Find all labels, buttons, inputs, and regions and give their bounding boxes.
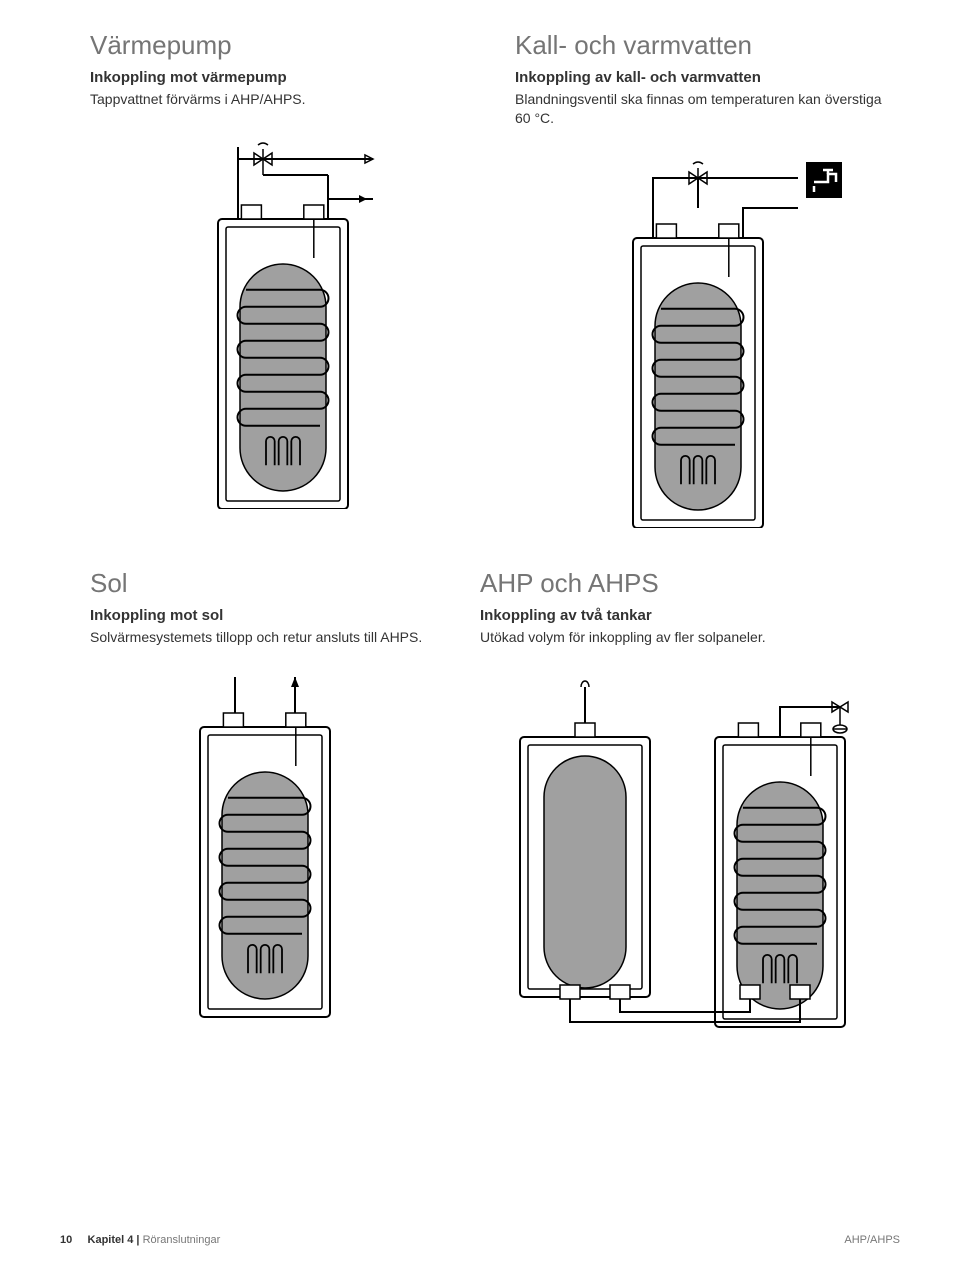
body-varmepump: Tappvattnet förvärms i AHP/AHPS. bbox=[90, 90, 475, 109]
subhead-varmepump: Inkoppling mot värmepump bbox=[90, 69, 475, 86]
heading-ahpahps: AHP och AHPS bbox=[480, 568, 900, 599]
tank-icon bbox=[218, 205, 348, 509]
section-ahp-ahps: AHP och AHPS Inkoppling av två tankar Ut… bbox=[480, 568, 900, 1047]
subhead-sol: Inkoppling mot sol bbox=[90, 607, 440, 624]
heading-sol: Sol bbox=[90, 568, 440, 599]
tank-icon bbox=[633, 224, 763, 528]
footer-chapter-name: Röranslutningar bbox=[143, 1234, 221, 1246]
diagram-ahpahps bbox=[480, 667, 900, 1047]
diagram-varmepump bbox=[90, 129, 475, 509]
diagram-sol bbox=[90, 667, 440, 1027]
footer-chapter-label: Kapitel 4 | bbox=[88, 1234, 140, 1246]
heading-kallvarm: Kall- och varmvatten bbox=[515, 30, 900, 61]
subhead-kallvarm: Inkoppling av kall- och varmvatten bbox=[515, 69, 900, 86]
tank-icon bbox=[715, 723, 845, 1027]
body-ahpahps: Utökad volym för inkoppling av fler solp… bbox=[480, 628, 900, 647]
tank-icon bbox=[200, 713, 330, 1017]
tank-diagram-solar-icon bbox=[155, 667, 375, 1027]
diagram-kallvarm bbox=[515, 148, 900, 528]
tank-diagram-water-icon bbox=[558, 148, 858, 528]
heading-varmepump: Värmepump bbox=[90, 30, 475, 61]
tank-diagram-heatpump-icon bbox=[153, 129, 413, 509]
footer-product: AHP/AHPS bbox=[844, 1234, 900, 1246]
page-number: 10 bbox=[60, 1234, 72, 1246]
body-sol: Solvärmesystemets tillopp och retur ansl… bbox=[90, 628, 440, 647]
subhead-ahpahps: Inkoppling av två tankar bbox=[480, 607, 900, 624]
two-tank-diagram-icon bbox=[480, 667, 900, 1047]
page-footer: 10 Kapitel 4 | Röranslutningar AHP/AHPS bbox=[0, 1234, 960, 1246]
section-varmepump: Värmepump Inkoppling mot värmepump Tappv… bbox=[90, 30, 475, 528]
section-kall-varmvatten: Kall- och varmvatten Inkoppling av kall-… bbox=[515, 30, 900, 528]
body-kallvarm: Blandningsventil ska finnas om temperatu… bbox=[515, 90, 900, 128]
section-sol: Sol Inkoppling mot sol Solvärmesystemets… bbox=[90, 568, 440, 1047]
